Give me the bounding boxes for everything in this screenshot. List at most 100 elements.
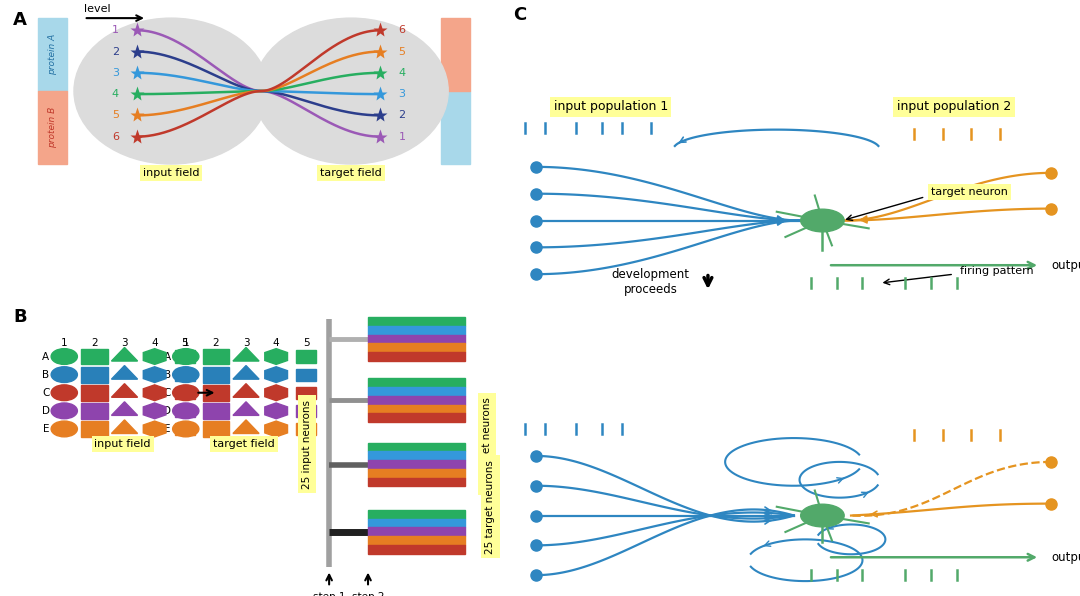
Text: C: C [163,388,171,398]
Text: level: level [84,4,110,14]
Text: A: A [42,352,50,362]
FancyBboxPatch shape [203,349,229,364]
Text: firing pattern: firing pattern [960,266,1034,276]
Text: 2: 2 [91,339,97,349]
Text: output: output [1052,259,1080,272]
Text: input population 2: input population 2 [897,100,1011,113]
Text: D: D [163,406,172,416]
Text: 5: 5 [303,339,310,349]
Text: output: output [1052,551,1080,564]
FancyBboxPatch shape [368,405,465,414]
Text: input population 1: input population 1 [554,100,667,113]
FancyBboxPatch shape [368,334,465,343]
Text: target neuron: target neuron [931,187,1008,197]
Ellipse shape [254,18,448,164]
Circle shape [173,421,199,437]
Circle shape [51,349,78,364]
Text: development
proceeds: development proceeds [611,268,690,296]
Text: 25 input neurons: 25 input neurons [302,400,312,489]
FancyBboxPatch shape [203,421,229,437]
Text: 1: 1 [112,25,119,35]
Text: 4: 4 [273,339,280,349]
Text: protein B: protein B [48,107,56,148]
Text: 5: 5 [112,110,119,120]
Text: step 2: step 2 [352,592,384,596]
Text: B: B [42,370,50,380]
FancyBboxPatch shape [203,403,229,419]
FancyBboxPatch shape [368,545,465,554]
Text: 3: 3 [243,339,249,349]
Text: target field: target field [213,439,275,449]
Text: A: A [164,352,171,362]
Text: 1: 1 [60,339,68,349]
FancyBboxPatch shape [368,510,465,519]
Text: 3: 3 [121,339,127,349]
FancyBboxPatch shape [38,91,67,164]
FancyBboxPatch shape [368,443,465,451]
FancyBboxPatch shape [368,536,465,545]
Ellipse shape [73,18,268,164]
Text: 25 target neurons: 25 target neurons [482,397,492,491]
FancyBboxPatch shape [368,460,465,469]
Text: E: E [164,424,171,434]
FancyBboxPatch shape [81,349,108,364]
FancyBboxPatch shape [368,469,465,478]
FancyBboxPatch shape [368,414,465,422]
Text: 3: 3 [399,89,405,99]
Text: 2: 2 [111,46,119,57]
Text: 5: 5 [181,339,188,349]
Text: 6: 6 [399,25,405,35]
FancyBboxPatch shape [368,527,465,536]
Text: C: C [42,388,50,398]
FancyBboxPatch shape [368,343,465,352]
Circle shape [51,421,78,437]
Circle shape [51,403,78,419]
Circle shape [173,367,199,383]
Text: 6: 6 [112,132,119,142]
Text: 3: 3 [112,68,119,78]
Circle shape [173,403,199,419]
FancyBboxPatch shape [368,326,465,334]
FancyBboxPatch shape [368,451,465,460]
Text: 4: 4 [111,89,119,99]
Circle shape [51,367,78,383]
FancyBboxPatch shape [81,385,108,401]
FancyBboxPatch shape [38,18,67,91]
Text: 25 target neurons: 25 target neurons [485,460,496,554]
FancyBboxPatch shape [368,317,465,326]
FancyBboxPatch shape [368,519,465,527]
Circle shape [173,385,199,401]
FancyBboxPatch shape [368,387,465,396]
Circle shape [800,209,845,232]
FancyBboxPatch shape [203,367,229,383]
FancyBboxPatch shape [368,478,465,486]
FancyBboxPatch shape [81,403,108,419]
Text: B: B [164,370,171,380]
FancyBboxPatch shape [81,421,108,437]
FancyBboxPatch shape [81,367,108,383]
Text: E: E [42,424,49,434]
Circle shape [51,385,78,401]
Text: protein A: protein A [48,34,56,75]
FancyBboxPatch shape [368,396,465,405]
Text: 4: 4 [151,339,158,349]
Text: D: D [42,406,50,416]
Text: 2: 2 [399,110,406,120]
Text: 1: 1 [399,132,405,142]
Text: C: C [513,6,527,24]
Text: step 1: step 1 [313,592,346,596]
Text: 1: 1 [183,339,189,349]
Text: input field: input field [94,439,151,449]
Circle shape [800,504,845,527]
Text: A: A [13,11,27,29]
FancyBboxPatch shape [441,18,470,91]
FancyBboxPatch shape [203,385,229,401]
FancyBboxPatch shape [368,378,465,387]
Text: B: B [13,308,27,327]
Text: 5: 5 [399,46,405,57]
Text: input field: input field [143,168,200,178]
FancyBboxPatch shape [441,91,470,164]
Text: target field: target field [320,168,382,178]
FancyBboxPatch shape [368,352,465,361]
Circle shape [173,349,199,364]
